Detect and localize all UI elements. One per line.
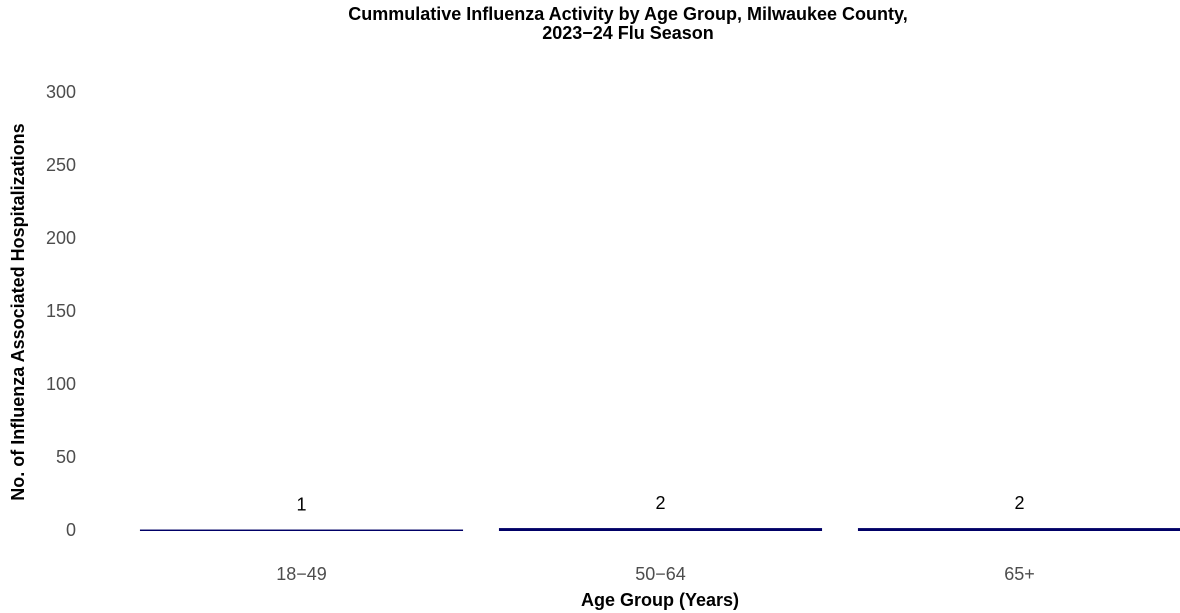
x-tick-label: 50−64	[635, 564, 686, 584]
y-axis-title: No. of Influenza Associated Hospitalizat…	[8, 123, 28, 500]
y-tick-label: 50	[56, 447, 76, 467]
bar	[857, 528, 1180, 531]
value-label: 2	[655, 493, 665, 513]
y-tick-label: 0	[66, 520, 76, 540]
chart-title: Cummulative Influenza Activity by Age Gr…	[348, 4, 908, 43]
bar	[498, 528, 823, 531]
y-tick-label: 100	[46, 374, 76, 394]
y-tick-label: 150	[46, 301, 76, 321]
x-tick-label: 18−49	[276, 564, 327, 584]
bar	[139, 529, 464, 531]
value-label: 1	[296, 494, 306, 514]
value-label: 2	[1014, 493, 1024, 513]
x-tick-label: 65+	[1004, 564, 1035, 584]
y-tick-label: 250	[46, 155, 76, 175]
y-tick-label: 300	[46, 82, 76, 102]
y-tick-label: 200	[46, 228, 76, 248]
x-axis-title: Age Group (Years)	[581, 590, 739, 610]
